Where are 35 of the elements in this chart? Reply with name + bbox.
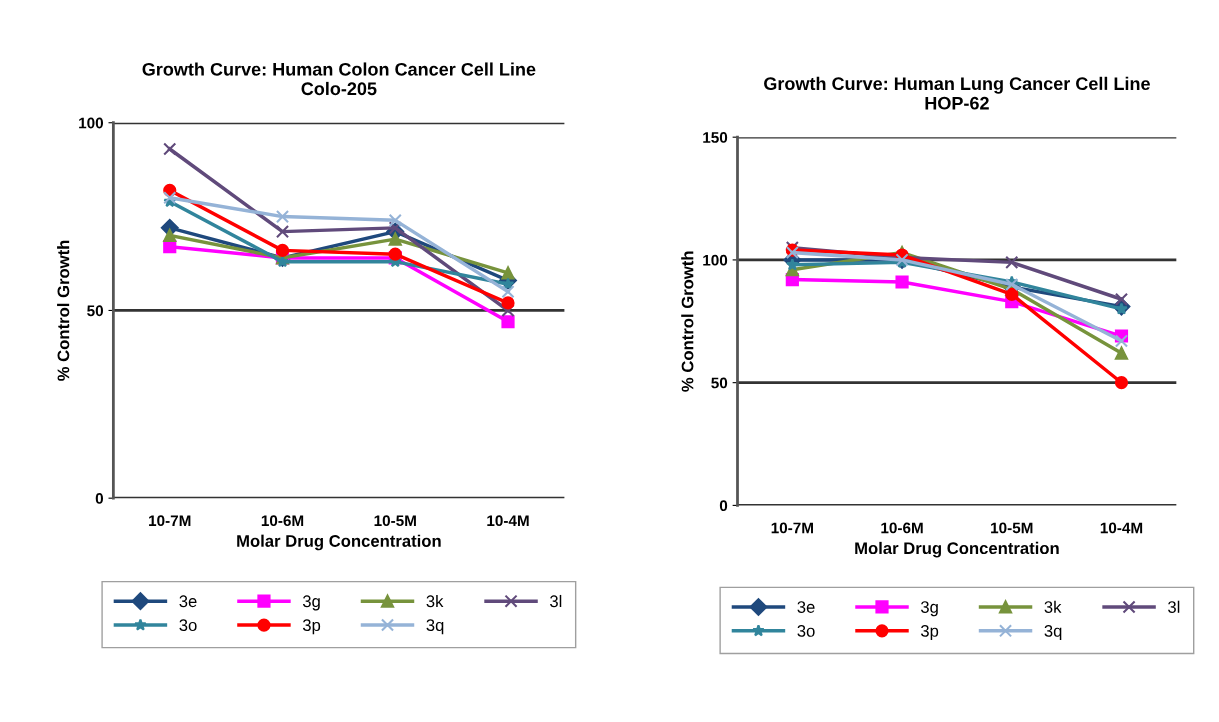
x-tick-label: 10-6M: [881, 522, 923, 534]
y-tick-label: 0: [95, 493, 104, 504]
legend-label: 3q: [1044, 625, 1062, 641]
x-tick-label: 10-7M: [771, 522, 813, 534]
legend-label: 3p: [920, 625, 939, 641]
legend-label: 3o: [179, 619, 197, 632]
x-axis-title: Molar Drug Concentration: [855, 541, 1059, 558]
y-tick-label: 50: [87, 305, 104, 317]
legend-label: 3e: [797, 601, 815, 613]
legend-label: 3p: [302, 619, 321, 635]
y-tick-label: 0: [719, 500, 728, 512]
x-tick-label: 10-7M: [149, 515, 191, 527]
x-tick-label: 10-5M: [374, 515, 416, 527]
chart-title: Growth Curve: Human Lung Cancer Cell Line HOP-62: [764, 76, 1150, 110]
legend-label: 3g: [302, 595, 320, 611]
x-tick-label: 10-5M: [991, 522, 1033, 534]
y-tick-label: 100: [79, 117, 104, 129]
legend-label: 3g: [920, 601, 938, 617]
chart-title: Growth Curve: Human Colon Cancer Cell Line Colo-205: [142, 62, 536, 96]
y-tick-label: 150: [703, 132, 728, 143]
x-tick-label: 10-4M: [1100, 522, 1143, 534]
x-tick-label: 10-4M: [487, 515, 529, 527]
legend-label: 3k: [426, 594, 444, 608]
y-tick-label: 50: [711, 377, 728, 389]
legend-label: 3l: [550, 594, 562, 608]
y-axis-title: % Control Growth: [57, 240, 70, 381]
x-axis-title: Molar Drug Concentration: [237, 534, 441, 551]
legend-label: 3q: [426, 619, 444, 635]
legend-label: 3o: [797, 625, 815, 637]
legend-label: 3k: [1044, 600, 1062, 613]
y-axis-title: % Control Growth: [681, 251, 694, 392]
x-tick-label: 10-6M: [261, 515, 304, 527]
y-tick-label: 100: [703, 254, 728, 266]
legend-label: 3e: [179, 595, 197, 608]
legend-label: 3l: [1168, 600, 1180, 613]
